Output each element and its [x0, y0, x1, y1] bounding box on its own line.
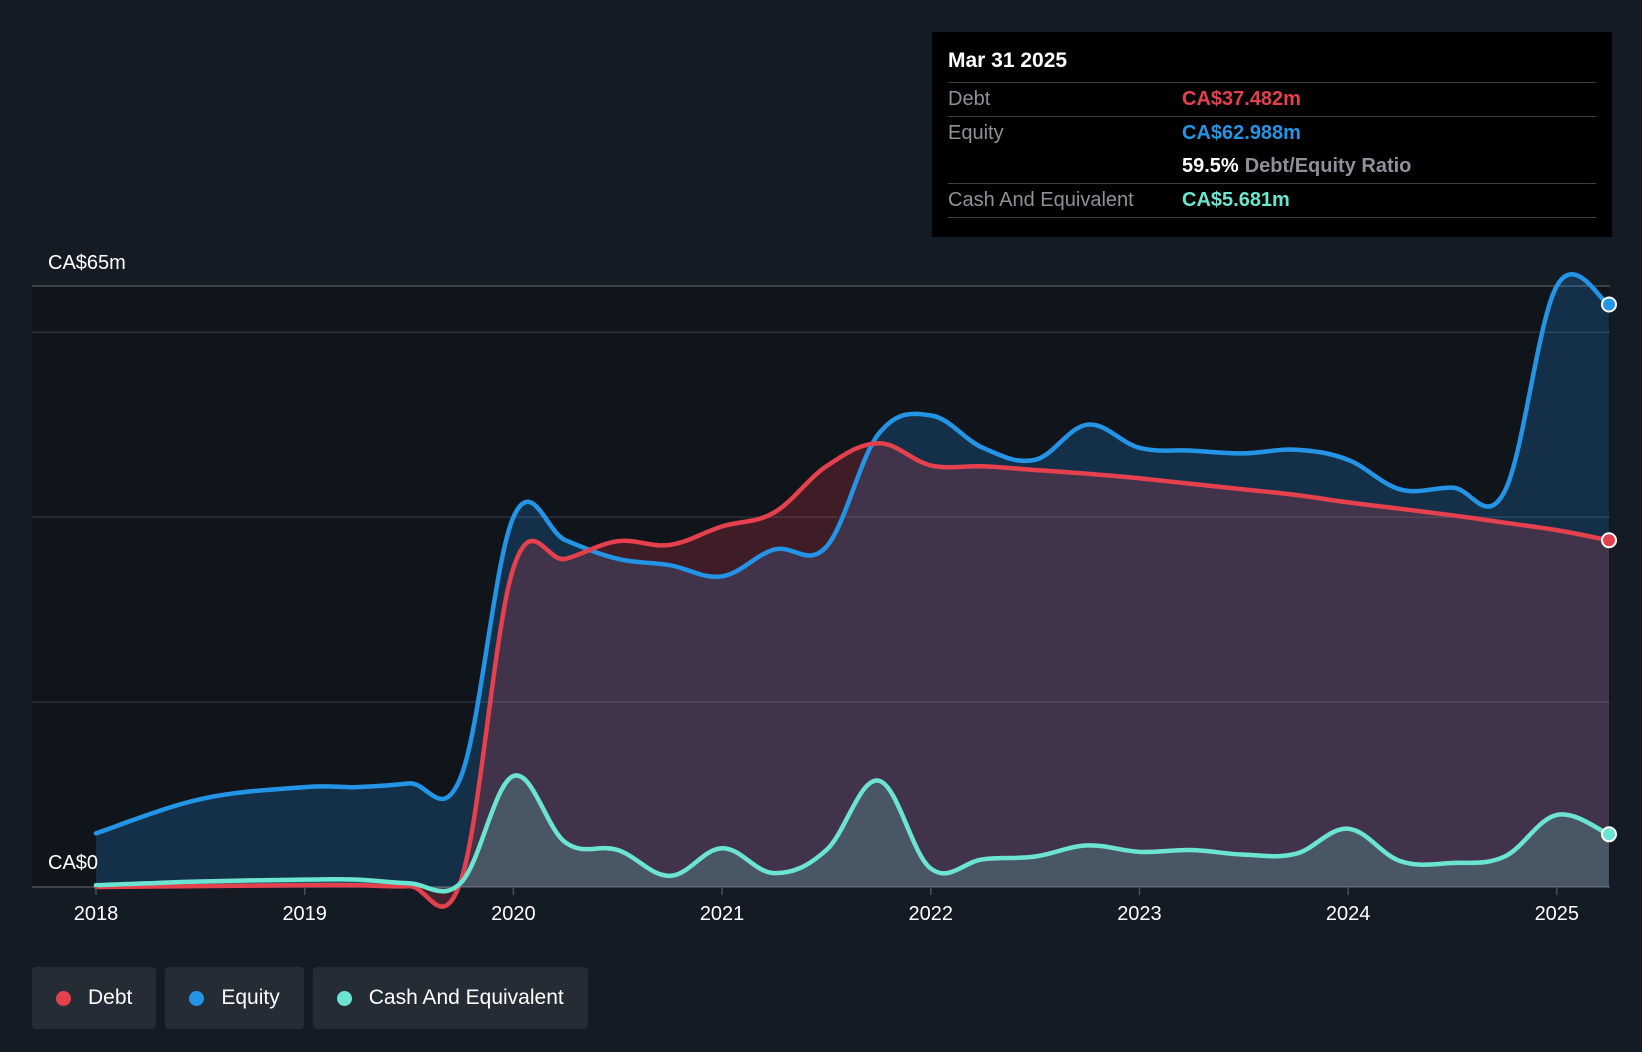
tooltip-equity-label: Equity [948, 122, 1004, 144]
cash-line [93, 773, 1612, 894]
series-lines [93, 272, 1612, 909]
legend-label-equity: Equity [221, 986, 280, 1009]
legend-item-debt[interactable]: Debt [32, 967, 157, 1029]
tooltip-ratio-value: 59.5% [1182, 155, 1239, 177]
chart-legend: Debt Equity Cash And Equivalent [32, 967, 588, 1029]
tooltip-panel: Mar 31 2025 Debt CA$37.482m Equity CA$62… [932, 32, 1612, 237]
tooltip-debt-label: Debt [948, 88, 991, 110]
series-endpoints [1601, 296, 1617, 843]
tooltip-cash-row: Cash And Equivalent CA$5.681m [948, 184, 1596, 218]
equity-endpoint [1601, 296, 1617, 313]
debt-dot-icon [56, 990, 71, 1006]
tooltip-debt-value: CA$37.482m [1182, 88, 1301, 110]
debt-line [93, 440, 1612, 909]
x-tick-label-2025: 2025 [1535, 903, 1580, 925]
y-axis-top-label: CA$65m [48, 252, 126, 274]
cash-dot-icon [336, 990, 352, 1006]
tooltip-equity-value: CA$62.988m [1182, 122, 1301, 144]
y-axis-bottom-label: CA$0 [48, 852, 98, 874]
x-tick-label-2020: 2020 [491, 903, 536, 925]
x-tick-label-2018: 2018 [74, 903, 119, 925]
tooltip-cash-value: CA$5.681m [1182, 189, 1290, 211]
cash-endpoint [1601, 826, 1617, 843]
legend-label-debt: Debt [88, 986, 133, 1009]
legend-item-cash[interactable]: Cash And Equivalent [312, 967, 588, 1029]
tooltip-cash-label: Cash And Equivalent [948, 189, 1134, 211]
equity-line [93, 272, 1612, 836]
x-tick-label-2021: 2021 [700, 903, 745, 925]
tooltip-ratio-spacer [948, 150, 1182, 183]
x-tick-label-2024: 2024 [1326, 903, 1371, 925]
tooltip-ratio-row: 59.5% Debt/Equity Ratio [948, 150, 1596, 184]
legend-label-cash: Cash And Equivalent [368, 986, 564, 1009]
debt-endpoint [1601, 532, 1617, 549]
x-tick-label-2019: 2019 [282, 903, 327, 925]
tooltip-debt-row: Debt CA$37.482m [948, 83, 1596, 117]
legend-item-equity[interactable]: Equity [165, 967, 304, 1029]
debt-area [96, 443, 1609, 907]
tooltip-ratio-label: Debt/Equity Ratio [1244, 155, 1412, 177]
tooltip-date: Mar 31 2025 [948, 46, 1596, 83]
x-tick-label-2023: 2023 [1117, 903, 1162, 925]
x-tick-label-2022: 2022 [909, 903, 954, 925]
x-axis-ticks: 2018 2019 2020 2021 2022 2023 2024 2025 [74, 887, 1579, 925]
tooltip-equity-row: Equity CA$62.988m [948, 117, 1596, 150]
equity-dot-icon [189, 990, 205, 1006]
